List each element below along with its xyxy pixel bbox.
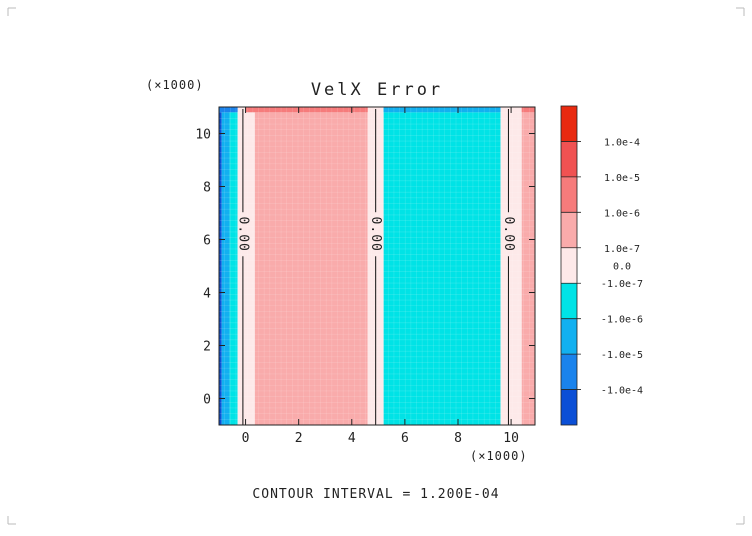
x-tick-label-5: 10	[503, 431, 519, 446]
colorbar-label-8: -1.0e-4	[601, 386, 643, 397]
band-2	[229, 107, 238, 425]
colorbar: 1.0e-4 1.0e-5 1.0e-6 1.0e-7 0.0 -1.0e-7 -1.0e-…	[560, 105, 643, 426]
x-tick-label-3: 6	[401, 431, 409, 446]
plot-frame	[218, 106, 536, 426]
colorbar-segment-5	[561, 212, 577, 248]
colorbar-segment-2	[561, 318, 577, 355]
colorbar-segment-3	[561, 283, 577, 319]
colorbar-segment-8	[561, 106, 577, 142]
top-strip-3	[521, 107, 535, 113]
band-0	[219, 107, 222, 425]
top-strip-2	[383, 107, 501, 113]
colorbar-label-6: -1.0e-6	[601, 315, 643, 326]
y-tick-label-1: 2	[203, 340, 211, 355]
band-1	[221, 107, 230, 425]
colorbar-segment-6	[561, 176, 577, 213]
x-tick-label-0: 0	[242, 431, 250, 446]
band-4	[254, 107, 368, 425]
colorbar-label-3: 1.0e-7	[604, 244, 640, 255]
colorbar-label-5: -1.0e-7	[601, 279, 643, 290]
y-tick-label-4: 8	[203, 181, 211, 196]
band-6	[383, 107, 501, 425]
colorbar-label-0: 1.0e-4	[604, 137, 640, 148]
colorbar-segment-4	[561, 247, 577, 284]
y-tick-label-3: 6	[203, 234, 211, 249]
contour-interval-text: CONTOUR INTERVAL = 1.200E-04	[252, 487, 499, 502]
cell-grid	[219, 107, 535, 425]
y-tick-label-2: 4	[203, 287, 211, 302]
contour-lines: 0.00 0.00 0.00	[235, 109, 516, 425]
top-strip-1	[245, 107, 368, 113]
x-tick-label-4: 8	[454, 431, 462, 446]
axes: 0 2 4 6 8 10 0 2 4 6 8 10	[195, 106, 536, 446]
colorbar-segment-0	[561, 389, 577, 425]
band-7	[500, 107, 522, 425]
y-multiplier: (×1000)	[146, 78, 204, 92]
colorbar-label-4: 0.0	[613, 262, 631, 273]
colorbar-segment-1	[561, 354, 577, 390]
band-3	[237, 107, 255, 425]
colorbar-label-2: 1.0e-6	[604, 208, 640, 219]
x-multiplier: (×1000)	[470, 449, 528, 463]
contour-label-2: 0.00	[501, 217, 516, 252]
y-tick-label-0: 0	[203, 393, 211, 408]
x-tick-label-2: 4	[348, 431, 356, 446]
top-strip-0	[219, 107, 238, 113]
colorbar-frame	[560, 105, 578, 426]
contour-label-1: 0.00	[368, 217, 383, 252]
chart-title: VelX Error	[311, 80, 443, 100]
x-tick-label-1: 2	[295, 431, 303, 446]
crop-marks	[7, 7, 745, 525]
colorbar-label-1: 1.0e-5	[604, 173, 640, 184]
colorbar-label-7: -1.0e-5	[601, 350, 643, 361]
contour-label-0: 0.00	[235, 217, 250, 252]
colorbar-segment-7	[561, 141, 577, 177]
y-tick-label-5: 10	[195, 128, 211, 143]
